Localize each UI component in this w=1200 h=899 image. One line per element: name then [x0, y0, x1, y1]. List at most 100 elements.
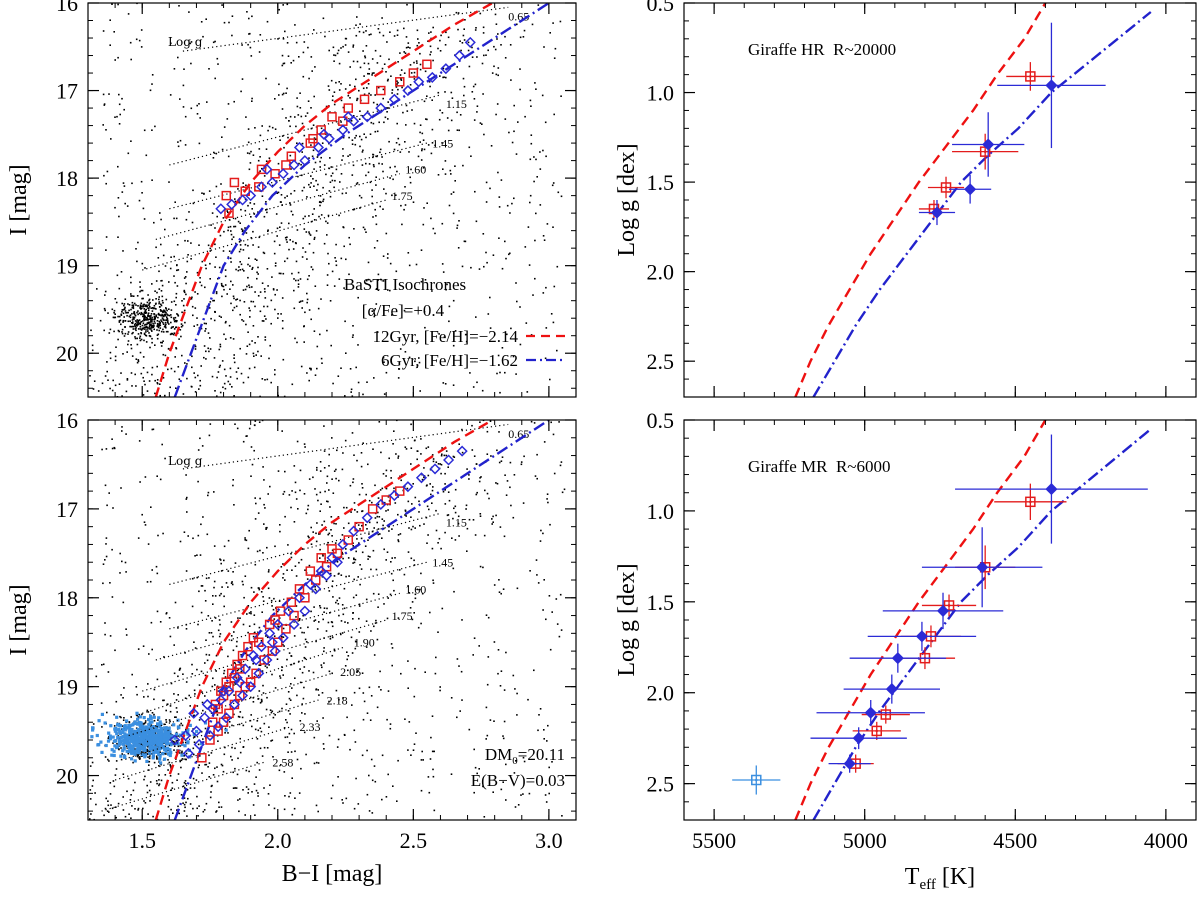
field-star — [448, 499, 451, 502]
field-star — [143, 521, 146, 523]
field-star — [109, 582, 111, 584]
field-star — [242, 182, 244, 184]
field-star — [132, 328, 135, 330]
field-star — [130, 716, 132, 718]
field-star — [309, 367, 311, 370]
field-star — [157, 313, 160, 316]
field-star — [546, 493, 549, 495]
field-star — [478, 268, 481, 270]
field-star — [375, 155, 377, 158]
field-star — [101, 382, 104, 385]
field-star — [109, 351, 112, 354]
field-star — [123, 316, 125, 318]
field-star — [320, 298, 322, 300]
field-star — [327, 85, 330, 87]
field-star — [186, 377, 188, 380]
field-star — [349, 484, 352, 487]
field-star — [198, 103, 200, 105]
field-star — [154, 318, 156, 321]
field-star — [204, 600, 207, 602]
red-clump-star — [127, 743, 131, 747]
field-star — [489, 296, 491, 299]
field-star — [146, 322, 149, 324]
field-star — [212, 157, 215, 159]
field-star — [465, 504, 468, 507]
field-star — [219, 343, 222, 346]
field-star — [149, 580, 152, 583]
field-star — [114, 774, 117, 776]
field-star — [263, 175, 266, 177]
red-clump-star — [140, 731, 145, 735]
field-star — [526, 391, 529, 393]
field-star — [269, 784, 271, 786]
field-star — [282, 563, 284, 565]
field-star — [390, 477, 392, 479]
field-star — [244, 537, 246, 539]
field-star — [208, 762, 211, 764]
field-star — [219, 633, 222, 635]
mr-star-point — [261, 163, 273, 175]
field-star — [147, 312, 150, 315]
field-star — [325, 580, 328, 583]
field-star — [393, 487, 395, 490]
field-star — [159, 751, 161, 753]
field-star — [377, 528, 380, 530]
field-star — [256, 277, 258, 280]
field-star — [370, 280, 372, 283]
field-star — [205, 639, 207, 641]
mr-star-point — [245, 681, 257, 693]
field-star — [124, 561, 127, 564]
field-star — [396, 83, 398, 85]
field-star — [166, 309, 168, 312]
field-star — [372, 164, 375, 166]
field-star — [297, 286, 300, 288]
field-star — [259, 156, 261, 158]
field-star — [123, 308, 125, 311]
field-star — [326, 284, 329, 286]
field-star — [180, 335, 182, 338]
field-star — [212, 595, 214, 597]
field-star — [105, 236, 108, 238]
field-star — [150, 314, 152, 317]
field-star — [164, 752, 166, 755]
field-star — [171, 781, 174, 784]
field-star — [148, 318, 151, 320]
field-star — [278, 244, 281, 246]
field-star — [192, 777, 195, 780]
field-star — [185, 498, 188, 500]
field-star — [46, 324, 48, 326]
field-star — [193, 741, 196, 744]
field-star — [292, 213, 294, 216]
field-star — [266, 378, 269, 381]
field-star — [280, 566, 283, 568]
field-star — [506, 333, 508, 336]
field-star — [487, 49, 489, 52]
field-star — [391, 194, 393, 197]
field-star — [232, 787, 235, 789]
mr-star-point — [321, 569, 333, 582]
field-star — [230, 233, 233, 236]
field-star — [200, 730, 203, 733]
field-star — [160, 304, 163, 307]
field-star — [125, 433, 127, 435]
field-star — [252, 244, 254, 246]
field-star — [127, 13, 130, 15]
field-star — [301, 548, 304, 550]
field-star — [143, 303, 145, 306]
field-star — [177, 313, 179, 316]
field-star — [204, 662, 206, 664]
field-star — [359, 66, 362, 69]
field-star — [446, 283, 448, 286]
mr-star-point — [402, 481, 414, 493]
field-star — [97, 390, 100, 392]
field-star — [263, 503, 265, 506]
field-star — [243, 596, 245, 599]
field-star — [284, 579, 286, 581]
field-star — [126, 378, 129, 380]
field-star — [559, 464, 562, 467]
field-star — [255, 354, 257, 356]
field-star — [293, 521, 296, 523]
red-clump-star — [178, 733, 182, 737]
field-star — [346, 716, 348, 719]
